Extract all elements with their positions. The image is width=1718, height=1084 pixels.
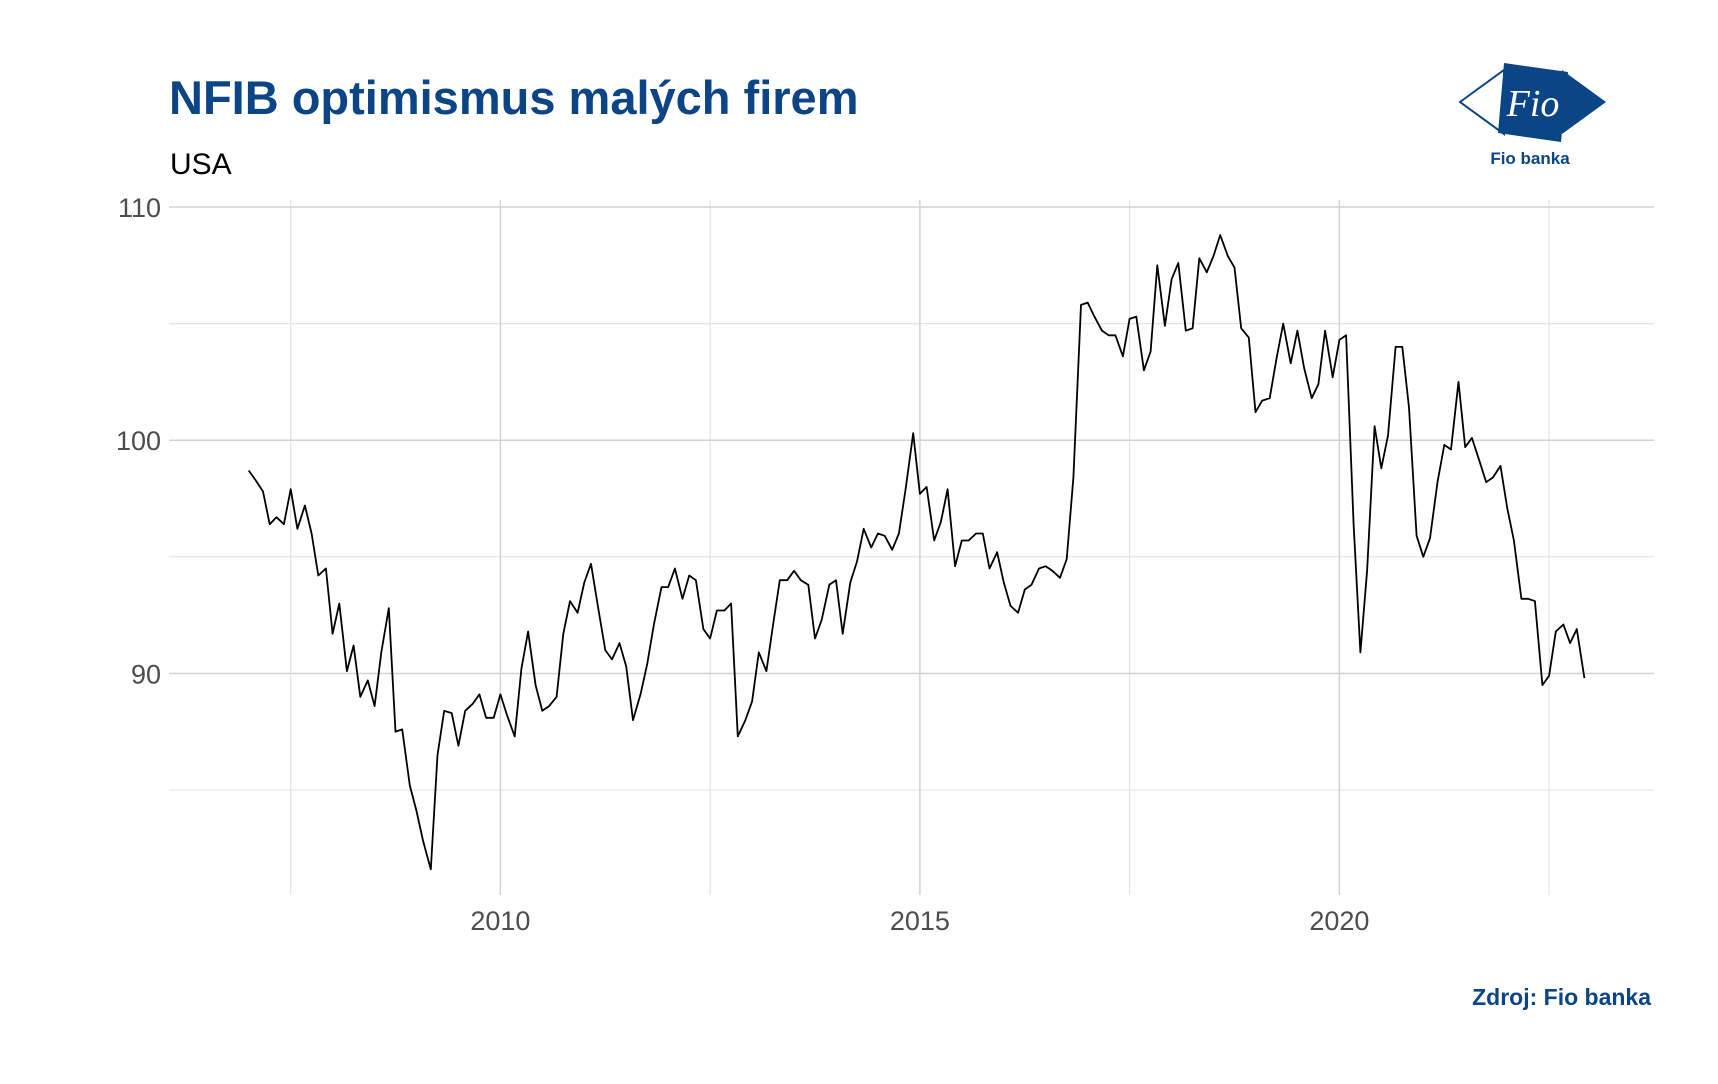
fio-logo-icon: Fio xyxy=(1458,63,1606,142)
source-note: Zdroj: Fio banka xyxy=(1472,984,1651,1010)
y-axis-tick-labels: 90 100 110 xyxy=(116,193,161,689)
logo-text: Fio xyxy=(1506,83,1560,125)
y-tick-label: 110 xyxy=(118,193,161,223)
chart-title: NFIB optimismus malých firem xyxy=(169,71,859,124)
minor-gridlines xyxy=(169,200,1654,895)
x-tick-label: 2015 xyxy=(890,906,950,936)
y-tick-label: 90 xyxy=(131,659,161,689)
x-tick-label: 2020 xyxy=(1309,906,1369,936)
series-line xyxy=(247,234,1586,871)
logo-caption: Fio banka xyxy=(1490,149,1570,168)
y-tick-label: 100 xyxy=(116,426,161,456)
x-tick-label: 2010 xyxy=(470,906,530,936)
chart-subtitle: USA xyxy=(170,148,232,181)
x-axis-tick-labels: 2010 2015 2020 xyxy=(470,906,1369,936)
major-gridlines xyxy=(169,200,1654,895)
